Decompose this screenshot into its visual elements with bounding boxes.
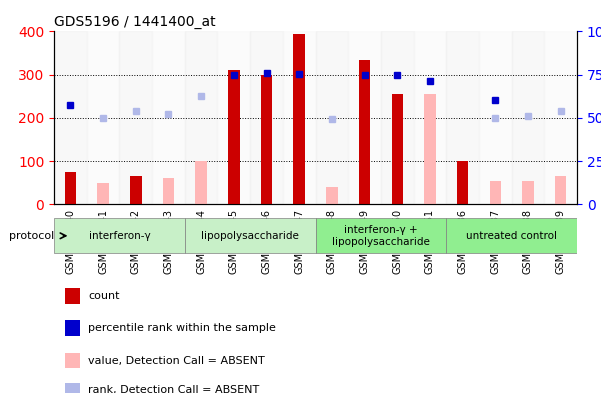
Bar <box>195 161 207 204</box>
FancyBboxPatch shape <box>446 218 577 253</box>
Bar <box>545 31 577 204</box>
Bar <box>359 59 370 204</box>
Text: GDS5196 / 1441400_at: GDS5196 / 1441400_at <box>54 15 216 29</box>
Bar <box>64 320 80 336</box>
FancyBboxPatch shape <box>54 218 185 253</box>
Text: interferon-γ: interferon-γ <box>88 231 150 241</box>
Bar <box>446 31 479 204</box>
Text: count: count <box>88 291 120 301</box>
Bar <box>64 353 80 368</box>
Bar <box>457 161 468 204</box>
Bar <box>54 31 87 204</box>
Bar <box>152 31 185 204</box>
Bar <box>511 31 545 204</box>
Bar <box>185 31 218 204</box>
Bar <box>522 181 534 204</box>
Text: interferon-γ +
lipopolysaccharide: interferon-γ + lipopolysaccharide <box>332 225 430 246</box>
Bar <box>293 34 305 204</box>
Bar <box>348 31 381 204</box>
Bar <box>381 31 413 204</box>
Bar <box>555 176 566 204</box>
Text: untreated control: untreated control <box>466 231 557 241</box>
FancyBboxPatch shape <box>185 218 316 253</box>
Bar <box>250 31 283 204</box>
Bar <box>490 181 501 204</box>
Bar <box>87 31 120 204</box>
Bar <box>64 288 80 303</box>
Text: protocol: protocol <box>9 231 54 241</box>
FancyBboxPatch shape <box>316 218 446 253</box>
Bar <box>391 94 403 204</box>
Bar <box>163 178 174 204</box>
Text: lipopolysaccharide: lipopolysaccharide <box>201 231 299 241</box>
Text: rank, Detection Call = ABSENT: rank, Detection Call = ABSENT <box>88 386 259 393</box>
Bar <box>130 176 141 204</box>
Bar <box>479 31 511 204</box>
Text: percentile rank within the sample: percentile rank within the sample <box>88 323 276 333</box>
Bar <box>283 31 316 204</box>
Bar <box>424 94 436 204</box>
Bar <box>65 172 76 204</box>
Bar <box>261 75 272 204</box>
Bar <box>316 31 348 204</box>
Bar <box>218 31 250 204</box>
Bar <box>228 70 240 204</box>
Bar <box>120 31 152 204</box>
Bar <box>64 383 80 393</box>
Bar <box>413 31 446 204</box>
Text: value, Detection Call = ABSENT: value, Detection Call = ABSENT <box>88 356 265 365</box>
Bar <box>326 187 338 204</box>
Bar <box>97 183 109 204</box>
